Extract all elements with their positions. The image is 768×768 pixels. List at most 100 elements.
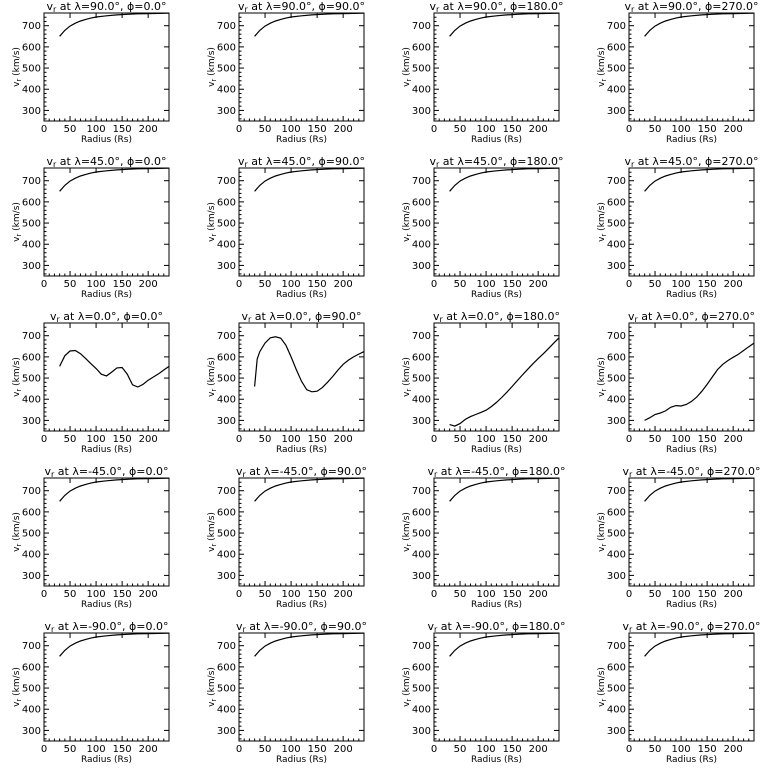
series-line bbox=[449, 477, 560, 502]
chart-title: vr at λ=-45.0°, ϕ=90.0° bbox=[236, 465, 367, 479]
y-tick-label: 400 bbox=[22, 705, 41, 716]
x-tick-label: 200 bbox=[334, 279, 353, 290]
y-tick-label: 300 bbox=[22, 726, 41, 737]
x-tick-label: 50 bbox=[454, 124, 467, 135]
x-tick-label: 100 bbox=[87, 279, 106, 290]
series-line bbox=[59, 349, 170, 388]
series-line bbox=[644, 12, 755, 37]
x-tick-label: 0 bbox=[431, 434, 437, 445]
x-tick-label: 50 bbox=[454, 279, 467, 290]
y-tick-label: 700 bbox=[22, 331, 41, 342]
x-tick-label: 200 bbox=[139, 744, 158, 755]
chart-panel: vr at λ=45.0°, ϕ=270.0° 0 50 100 150 200 300 40… bbox=[597, 155, 759, 300]
x-tick-label: 200 bbox=[724, 279, 743, 290]
x-tick-label: 0 bbox=[626, 279, 632, 290]
y-tick-label: 500 bbox=[22, 529, 41, 540]
x-tick-label: 150 bbox=[308, 744, 327, 755]
y-tick-label: 700 bbox=[22, 21, 41, 32]
plot-frame bbox=[238, 12, 365, 122]
y-tick-label: 500 bbox=[412, 684, 431, 695]
x-tick-label: 150 bbox=[308, 124, 327, 135]
y-tick-label: 600 bbox=[217, 197, 236, 208]
x-tick-label: 0 bbox=[626, 124, 632, 135]
x-tick-label: 200 bbox=[139, 589, 158, 600]
y-tick-label: 500 bbox=[22, 684, 41, 695]
x-tick-label: 200 bbox=[139, 124, 158, 135]
y-tick-label: 300 bbox=[607, 726, 626, 737]
x-tick-label: 100 bbox=[672, 279, 691, 290]
x-tick-label: 150 bbox=[113, 279, 132, 290]
y-tick-label: 700 bbox=[217, 641, 236, 652]
x-axis-label: Radius (Rs) bbox=[276, 445, 327, 455]
y-axis-label: vr (km/s) bbox=[12, 202, 23, 242]
y-tick-label: 500 bbox=[607, 219, 626, 230]
y-tick-label: 700 bbox=[412, 21, 431, 32]
y-tick-label: 300 bbox=[22, 106, 41, 117]
y-tick-label: 400 bbox=[22, 550, 41, 561]
x-tick-label: 0 bbox=[236, 124, 242, 135]
plot-frame bbox=[433, 322, 560, 432]
x-tick-label: 200 bbox=[334, 744, 353, 755]
chart-title: vr at λ=-45.0°, ϕ=180.0° bbox=[427, 465, 565, 479]
y-tick-label: 500 bbox=[217, 64, 236, 75]
y-axis-label: vr (km/s) bbox=[597, 512, 608, 552]
plot-frame bbox=[628, 12, 755, 122]
y-tick-label: 500 bbox=[412, 64, 431, 75]
series-line bbox=[449, 632, 560, 657]
y-tick-label: 700 bbox=[412, 331, 431, 342]
chart-title: vr at λ=0.0°, ϕ=180.0° bbox=[433, 310, 560, 324]
x-tick-label: 150 bbox=[503, 279, 522, 290]
y-tick-label: 400 bbox=[22, 240, 41, 251]
series-line bbox=[644, 342, 755, 421]
y-tick-label: 600 bbox=[22, 662, 41, 673]
chart-title: vr at λ=90.0°, ϕ=90.0° bbox=[238, 0, 365, 14]
y-tick-label: 300 bbox=[22, 571, 41, 582]
x-tick-label: 100 bbox=[477, 124, 496, 135]
x-tick-label: 50 bbox=[649, 589, 662, 600]
plot-frame bbox=[43, 477, 170, 587]
chart-title: vr at λ=0.0°, ϕ=90.0° bbox=[241, 310, 361, 324]
chart-panel: vr at λ=0.0°, ϕ=180.0° 0 50 100 150 200 300 400… bbox=[402, 310, 560, 455]
x-tick-label: 100 bbox=[477, 434, 496, 445]
x-tick-label: 100 bbox=[477, 589, 496, 600]
x-tick-label: 200 bbox=[334, 124, 353, 135]
y-tick-label: 300 bbox=[607, 571, 626, 582]
y-tick-label: 700 bbox=[607, 331, 626, 342]
chart-title: vr at λ=-90.0°, ϕ=270.0° bbox=[622, 620, 760, 634]
chart-title: vr at λ=45.0°, ϕ=180.0° bbox=[429, 155, 563, 169]
chart-title: vr at λ=-90.0°, ϕ=0.0° bbox=[44, 620, 168, 634]
x-tick-label: 50 bbox=[64, 589, 77, 600]
chart-title: vr at λ=0.0°, ϕ=270.0° bbox=[628, 310, 755, 324]
x-tick-label: 100 bbox=[87, 589, 106, 600]
y-tick-label: 500 bbox=[607, 684, 626, 695]
y-tick-label: 500 bbox=[607, 529, 626, 540]
y-tick-label: 400 bbox=[217, 705, 236, 716]
x-tick-label: 0 bbox=[236, 279, 242, 290]
x-tick-label: 200 bbox=[724, 434, 743, 445]
x-tick-label: 150 bbox=[308, 279, 327, 290]
x-tick-label: 150 bbox=[698, 124, 717, 135]
y-axis-label: vr (km/s) bbox=[12, 47, 23, 87]
y-tick-label: 600 bbox=[412, 352, 431, 363]
y-axis-label: vr (km/s) bbox=[402, 667, 413, 707]
x-tick-label: 200 bbox=[529, 744, 548, 755]
y-tick-label: 400 bbox=[217, 550, 236, 561]
y-tick-label: 600 bbox=[412, 197, 431, 208]
series-line bbox=[449, 167, 560, 192]
x-tick-label: 0 bbox=[236, 434, 242, 445]
plot-frame bbox=[433, 167, 560, 277]
y-tick-label: 400 bbox=[217, 240, 236, 251]
x-axis-label: Radius (Rs) bbox=[471, 600, 522, 610]
y-tick-label: 300 bbox=[217, 726, 236, 737]
x-tick-label: 50 bbox=[454, 744, 467, 755]
series-line bbox=[59, 477, 170, 502]
y-tick-label: 300 bbox=[217, 571, 236, 582]
y-tick-label: 300 bbox=[412, 416, 431, 427]
y-tick-label: 400 bbox=[412, 240, 431, 251]
y-tick-label: 400 bbox=[412, 85, 431, 96]
x-tick-label: 100 bbox=[477, 744, 496, 755]
chart-panel: vr at λ=90.0°, ϕ=180.0° 0 50 100 150 200 300 40… bbox=[402, 0, 564, 145]
y-tick-label: 400 bbox=[607, 550, 626, 561]
plot-frame bbox=[628, 477, 755, 587]
x-tick-label: 0 bbox=[41, 279, 47, 290]
